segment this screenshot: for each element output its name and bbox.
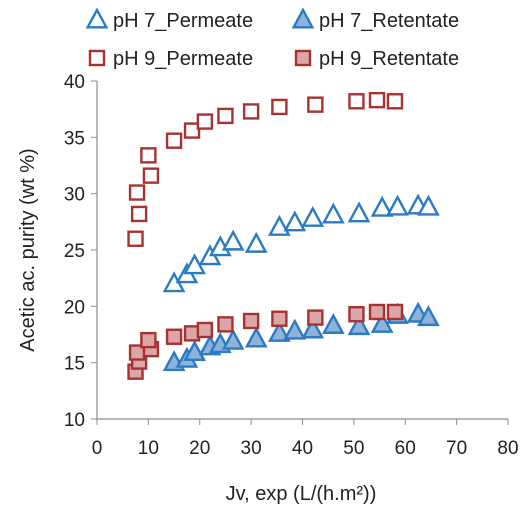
data-point [417, 194, 440, 216]
data-point [165, 328, 183, 345]
legend-label: pH 9_Permeate [113, 48, 253, 70]
data-point [386, 303, 404, 321]
data-point [128, 184, 146, 201]
data-point [307, 309, 324, 326]
data-point [242, 312, 260, 330]
legend-marker [291, 7, 315, 29]
x-tick-label: 20 [189, 438, 210, 459]
series-ph-9-permeate [127, 91, 404, 247]
data-point [140, 147, 157, 164]
x-tick-label: 70 [446, 438, 467, 459]
y-tick-label: 35 [64, 128, 85, 149]
data-point [386, 194, 409, 216]
data-point [348, 306, 365, 323]
x-tick-label: 40 [292, 438, 313, 459]
y-tick-label: 10 [64, 410, 85, 431]
data-marks [127, 91, 440, 380]
data-point [347, 314, 371, 336]
x-axis-label: Jv, exp (L/(h.m²)) [226, 483, 377, 505]
data-point [347, 201, 371, 223]
data-point [307, 96, 324, 113]
data-point [271, 310, 288, 327]
legend: pH 7_Permeate pH 7_Retentate pH 9_Permeate… [85, 7, 459, 70]
legend-item: pH 7_Permeate [85, 7, 253, 32]
data-point [196, 321, 214, 339]
data-point [242, 103, 260, 120]
data-point [368, 91, 386, 109]
data-point [283, 210, 307, 232]
data-point [283, 318, 307, 340]
data-point [183, 339, 206, 361]
legend-marker [294, 49, 312, 67]
data-point [301, 317, 325, 339]
series-ph-7-permeate [162, 193, 440, 293]
data-point [244, 231, 268, 253]
data-point [183, 122, 201, 139]
data-point [217, 316, 234, 333]
legend-label: pH 7_Permeate [113, 10, 253, 32]
legend-label: pH 9_Retentate [319, 48, 459, 70]
series-ph-9-retentate [127, 303, 404, 380]
data-point [386, 93, 404, 110]
x-tick-label: 50 [343, 438, 364, 459]
data-point [196, 113, 214, 130]
data-point [140, 331, 157, 349]
x-tick-label: 0 [92, 438, 103, 459]
data-point [244, 326, 268, 348]
legend-marker [88, 49, 106, 67]
axes: 0 10 20 30 40 50 60 70 80 10 15 20 25 30 35 40 [64, 72, 519, 459]
x-tick-label: 30 [241, 438, 262, 459]
y-tick-label: 25 [64, 241, 85, 262]
y-axis-label: Acetic ac. purity (wt %) [17, 148, 39, 351]
data-point [127, 230, 144, 247]
y-tick-label: 40 [64, 72, 85, 93]
legend-item: pH 9_Retentate [294, 48, 459, 70]
data-point [130, 205, 148, 223]
data-point [417, 305, 440, 327]
data-point [271, 98, 288, 116]
x-tick-label: 80 [497, 438, 518, 459]
y-tick-label: 30 [64, 185, 85, 206]
data-point [301, 205, 325, 227]
y-tick-label: 20 [64, 297, 85, 318]
legend-item: pH 9_Permeate [88, 48, 253, 70]
data-point [221, 229, 245, 251]
data-point [368, 303, 386, 321]
data-point [165, 132, 183, 149]
legend-marker [85, 7, 109, 29]
data-point [370, 195, 394, 217]
data-point [268, 320, 291, 342]
x-tick-label: 60 [395, 438, 416, 459]
data-point [221, 328, 245, 350]
data-point [268, 214, 291, 236]
data-point [142, 167, 160, 184]
data-point [217, 107, 234, 125]
data-point [348, 93, 365, 110]
x-tick-label: 10 [138, 438, 159, 459]
legend-item: pH 7_Retentate [291, 7, 459, 32]
y-tick-label: 15 [64, 354, 85, 375]
data-point [321, 312, 345, 334]
legend-label: pH 7_Retentate [319, 10, 459, 32]
data-point [321, 202, 345, 224]
